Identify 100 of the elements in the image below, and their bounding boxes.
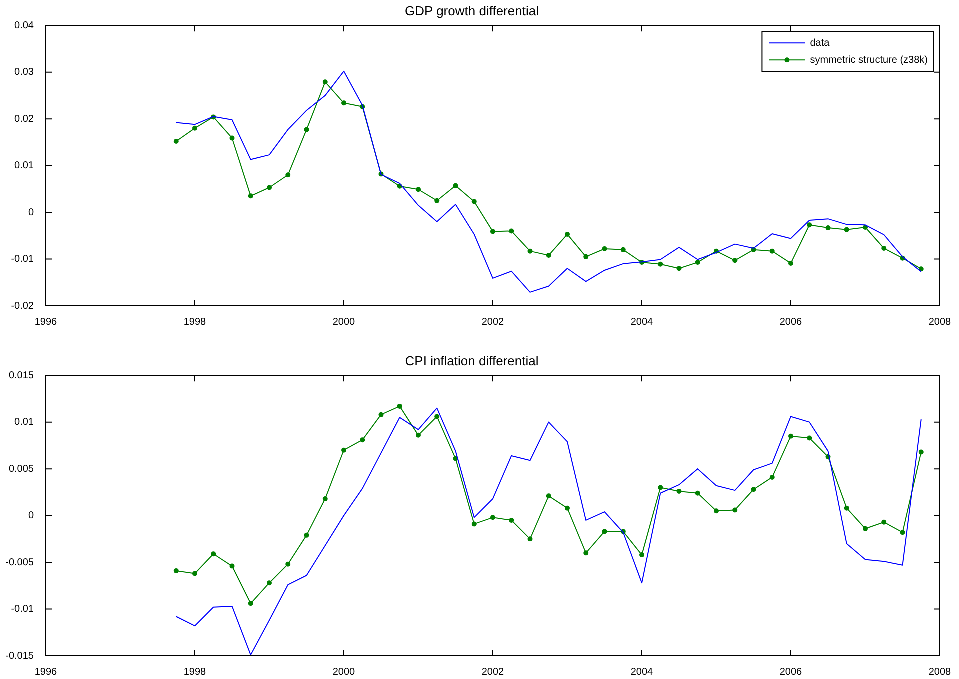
point [882, 520, 887, 525]
y-tick-label: -0.015 [6, 650, 34, 662]
point [304, 127, 310, 132]
point [174, 568, 179, 574]
y-tick-label: 0 [28, 207, 34, 218]
y-tick-label: 0.01 [14, 417, 34, 428]
point [732, 258, 738, 264]
point [900, 530, 906, 536]
point [918, 450, 924, 455]
point [882, 246, 887, 252]
y-tick-label: 0.015 [8, 370, 34, 382]
legend-label: symmetric structure (z38k) [810, 54, 928, 66]
point [267, 185, 272, 190]
x-tick-label: 2004 [630, 666, 654, 678]
point [658, 262, 664, 267]
point [714, 508, 719, 514]
point [304, 532, 310, 538]
point [286, 172, 291, 178]
x-tick-label: 2004 [630, 316, 654, 328]
point [602, 529, 608, 534]
point [695, 490, 700, 496]
x-tick-label: 2008 [928, 316, 952, 328]
y-tick-label: 0 [28, 510, 34, 522]
point [807, 222, 812, 228]
point [490, 515, 496, 520]
x-tick-label: 1996 [34, 316, 58, 328]
point [360, 438, 366, 443]
point [751, 487, 756, 492]
y-tick-label: -0.01 [11, 604, 34, 616]
point [342, 448, 346, 453]
point [174, 139, 179, 144]
point [770, 474, 775, 480]
point [248, 601, 254, 606]
point [770, 248, 775, 254]
y-tick-label: -0.02 [11, 300, 34, 312]
point [807, 436, 812, 441]
x-tick-label: 2000 [332, 666, 356, 678]
point [509, 228, 514, 234]
point [863, 526, 868, 532]
point [695, 260, 700, 266]
point [676, 489, 682, 494]
point [434, 414, 440, 420]
point [602, 246, 608, 252]
point [472, 199, 477, 204]
point [230, 136, 235, 141]
x-tick-label: 2008 [928, 666, 952, 678]
point [640, 552, 644, 558]
point [788, 434, 794, 439]
point [584, 550, 589, 556]
y-tick-label: 0.01 [14, 160, 34, 172]
point [565, 232, 570, 237]
x-tick-label: 2006 [780, 316, 803, 328]
point [844, 506, 850, 511]
chart-title: CPI inflation differential [405, 353, 539, 368]
x-tick-label: 2000 [332, 316, 356, 328]
point [211, 552, 216, 557]
point [192, 126, 198, 131]
x-tick-label: 1998 [184, 666, 207, 678]
point [658, 485, 664, 490]
x-tick-label: 2002 [482, 316, 505, 328]
y-tick-label: 0.005 [8, 464, 34, 475]
point [676, 266, 682, 272]
point [528, 536, 533, 542]
point [416, 432, 421, 438]
x-tick-label: 2006 [780, 666, 803, 678]
y-tick-label: -0.005 [6, 557, 34, 568]
point [322, 496, 328, 502]
point [620, 247, 626, 252]
point [397, 404, 402, 409]
point [416, 187, 421, 192]
point [434, 198, 440, 204]
point [472, 522, 477, 527]
point [788, 260, 794, 266]
x-tick-label: 2002 [482, 666, 505, 678]
point [732, 508, 738, 513]
y-tick-label: 0.02 [14, 114, 34, 125]
point [844, 227, 850, 232]
y-tick-label: 0.04 [14, 20, 34, 32]
point [490, 229, 496, 234]
point [509, 518, 514, 523]
point [546, 494, 552, 499]
x-tick-label: 1998 [184, 316, 207, 328]
point [286, 562, 291, 567]
point [528, 248, 533, 254]
legend-label: data [810, 38, 830, 49]
point [546, 253, 552, 258]
point [584, 254, 589, 260]
point [267, 580, 272, 586]
point [565, 506, 570, 511]
point [826, 225, 831, 230]
point [322, 80, 328, 85]
chart-title: GDP growth differential [405, 3, 540, 18]
y-tick-label: 0.03 [14, 67, 34, 78]
point [453, 183, 458, 188]
point [192, 571, 198, 576]
point [378, 412, 384, 418]
x-tick-label: 1996 [34, 666, 58, 678]
y-tick-label: -0.01 [11, 254, 34, 266]
point [230, 564, 235, 569]
point [248, 194, 254, 199]
